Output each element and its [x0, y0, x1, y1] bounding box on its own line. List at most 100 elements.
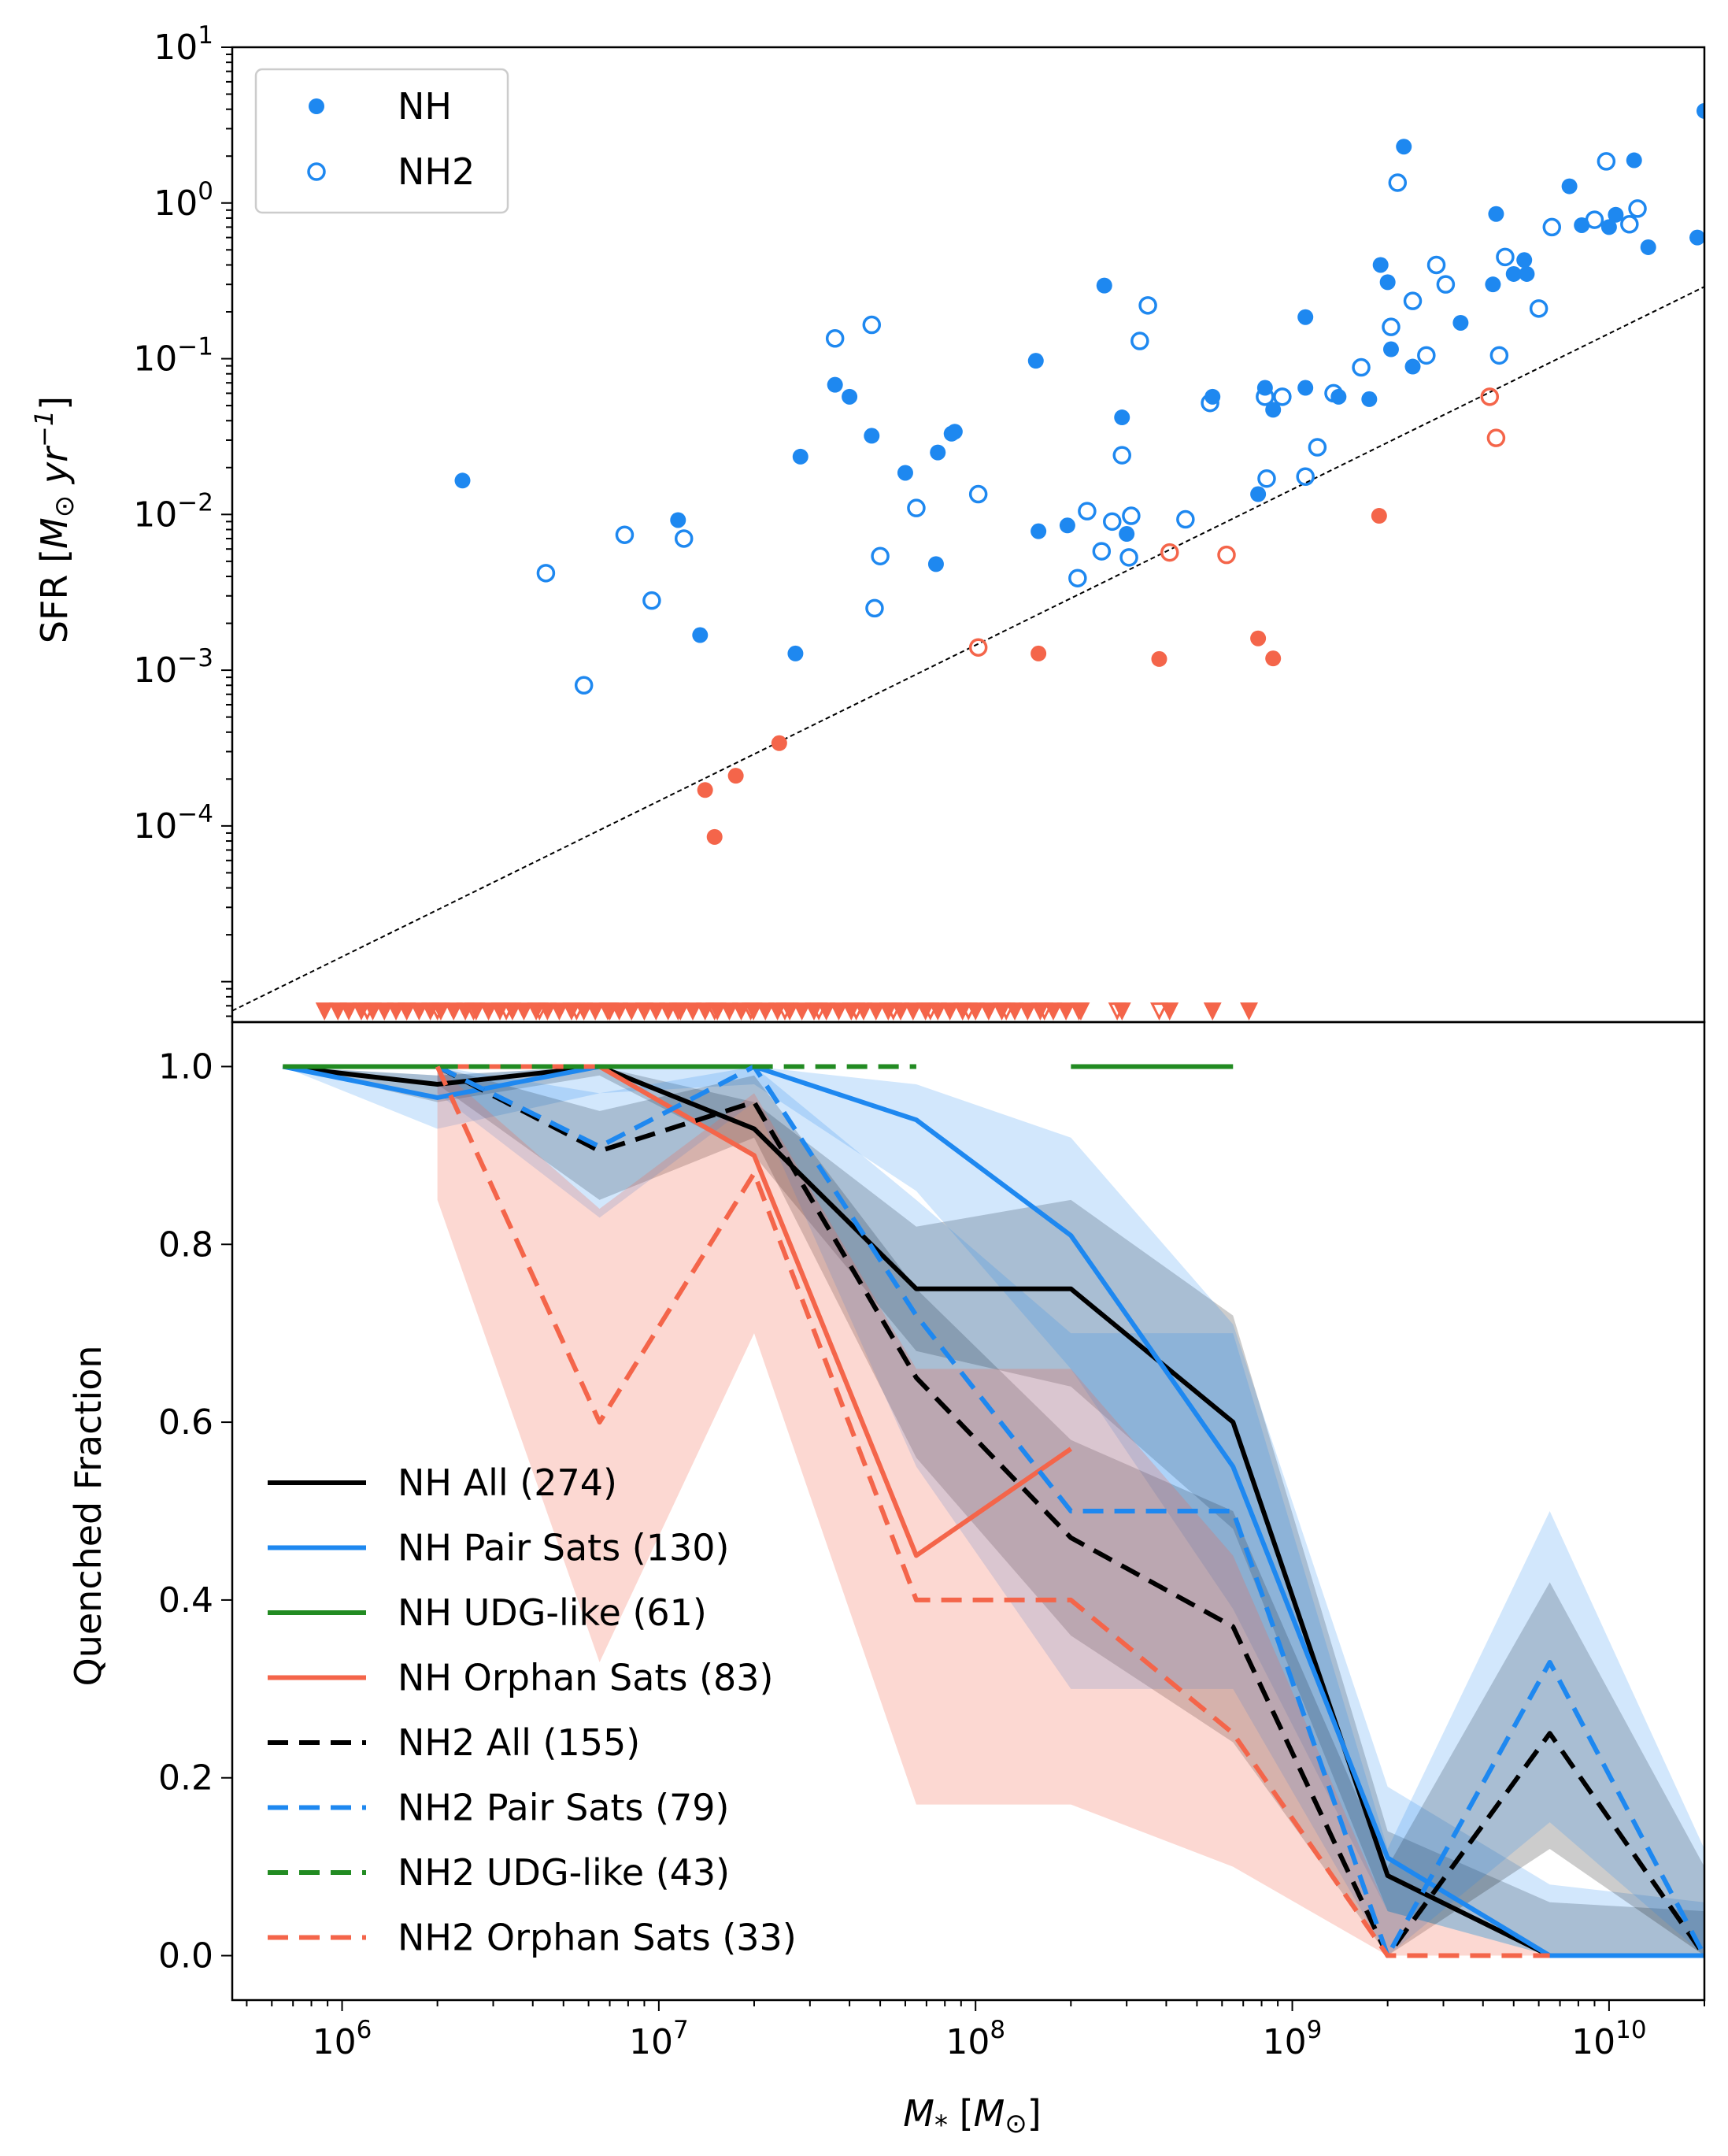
data-point-open [1529, 299, 1549, 318]
data-point [1031, 523, 1047, 539]
upper-limit-marker [683, 1002, 702, 1021]
upper-limit-marker-open [742, 1002, 760, 1021]
upper-limit-marker-open [464, 1002, 483, 1021]
data-point-open [1130, 332, 1149, 350]
scatter-legend: NH NH2 [254, 68, 509, 214]
data-point [1379, 274, 1396, 291]
data-point-open [1489, 346, 1509, 365]
upper-limit-marker-open [428, 1002, 447, 1021]
data-point-open [968, 484, 988, 504]
stellar-mass-axis-label: M* [M⊙] [903, 2092, 1041, 2141]
series-line [282, 1064, 1704, 1958]
data-point [1297, 380, 1314, 396]
data-point [1452, 314, 1469, 331]
upper-limit-marker-open [847, 1002, 866, 1021]
upper-limit-marker [444, 1002, 463, 1021]
upper-limit-marker-open [1150, 1002, 1168, 1021]
data-point [692, 627, 709, 643]
legend-label: NH Orphan Sats (83) [398, 1657, 774, 1699]
upper-limit-marker-open [530, 1002, 549, 1021]
data-point [1371, 508, 1387, 524]
legend-label: NH2 Pair Sats (79) [398, 1787, 730, 1829]
x-tick-label: 108 [945, 2016, 1005, 2062]
data-point [1626, 152, 1642, 169]
data-point [1608, 206, 1624, 223]
upper-limit-marker [867, 1002, 886, 1021]
series-line [282, 1064, 1704, 1958]
quenched-fraction-panel: 0.0 0.2 0.4 0.6 0.8 1.0 106 107 108 109 1010 NH All… [158, 1021, 1706, 2062]
data-point [946, 424, 963, 440]
data-point-open [1217, 545, 1236, 565]
y-tick-label: 0.2 [158, 1758, 213, 1799]
data-point [864, 428, 880, 444]
upper-limit-marker [315, 1002, 334, 1021]
upper-limit-marker-open [809, 1002, 828, 1021]
data-point [1396, 139, 1412, 155]
data-point [1361, 391, 1378, 407]
upper-limit-marker [756, 1002, 775, 1021]
scatter-plot-area [232, 102, 1704, 1021]
data-point-open [615, 525, 635, 544]
data-point [454, 472, 471, 489]
data-point [697, 782, 713, 798]
upper-limit-marker [328, 1002, 347, 1021]
data-point [1119, 526, 1135, 543]
data-point-open [642, 591, 661, 610]
data-point-open [1112, 446, 1131, 465]
data-point-open [871, 546, 890, 566]
data-point [1516, 252, 1533, 269]
data-point-open [907, 498, 926, 517]
legend-marker-open [307, 162, 326, 181]
data-point [927, 556, 944, 572]
data-point-open [1403, 291, 1423, 310]
data-point-open [1160, 543, 1179, 562]
data-point-open [1486, 428, 1506, 447]
upper-limit-marker [830, 1002, 848, 1021]
data-point-open [1628, 199, 1647, 218]
x-tick-label: 1010 [1571, 2016, 1646, 2062]
upper-limit-marker-open [959, 1002, 978, 1021]
upper-limit-marker [375, 1002, 394, 1021]
y-tick-label: 1.0 [158, 1047, 213, 1087]
x-tick-label: 109 [1263, 2016, 1323, 2062]
upper-limit-marker [586, 1002, 605, 1021]
data-point [1031, 645, 1047, 661]
uncertainty-band [437, 1066, 1550, 1956]
upper-limit-marker [1203, 1002, 1222, 1021]
data-point [842, 388, 858, 405]
data-point [1505, 265, 1522, 282]
upper-limit-marker-open [398, 1002, 416, 1021]
upper-limit-marker [1240, 1002, 1258, 1021]
y-tick-label: 0.6 [158, 1402, 213, 1443]
data-point [1600, 219, 1617, 235]
upper-limit-marker-open [668, 1002, 687, 1021]
data-point [771, 735, 787, 751]
data-point-open [1436, 275, 1456, 294]
y-tick-label: 10−2 [133, 488, 213, 535]
upper-limit-marker-open [1071, 1002, 1090, 1021]
data-point [1372, 257, 1389, 273]
upper-limit-marker-open [357, 1002, 376, 1021]
upper-limit-marker [409, 1002, 428, 1021]
data-point-open [1542, 217, 1562, 237]
upper-limit-marker [793, 1002, 812, 1021]
data-point [1027, 353, 1044, 369]
data-point-open [574, 676, 594, 695]
data-point-open [1257, 469, 1276, 488]
y-tick-label: 0.0 [158, 1936, 213, 1976]
data-point-open [1417, 346, 1436, 365]
upper-limit-marker [550, 1002, 568, 1021]
data-point [1250, 630, 1267, 646]
data-point [706, 828, 723, 845]
upper-limit-marker-open [601, 1002, 619, 1021]
data-point-open [1585, 210, 1604, 229]
upper-limit-marker [1018, 1002, 1037, 1021]
data-point [930, 444, 946, 461]
upper-limit-marker [904, 1002, 923, 1021]
data-point-open [1480, 387, 1500, 406]
data-point-open [1273, 387, 1292, 406]
data-point [1265, 402, 1282, 418]
data-point-open [1138, 296, 1157, 315]
upper-limit-marker [646, 1002, 665, 1021]
